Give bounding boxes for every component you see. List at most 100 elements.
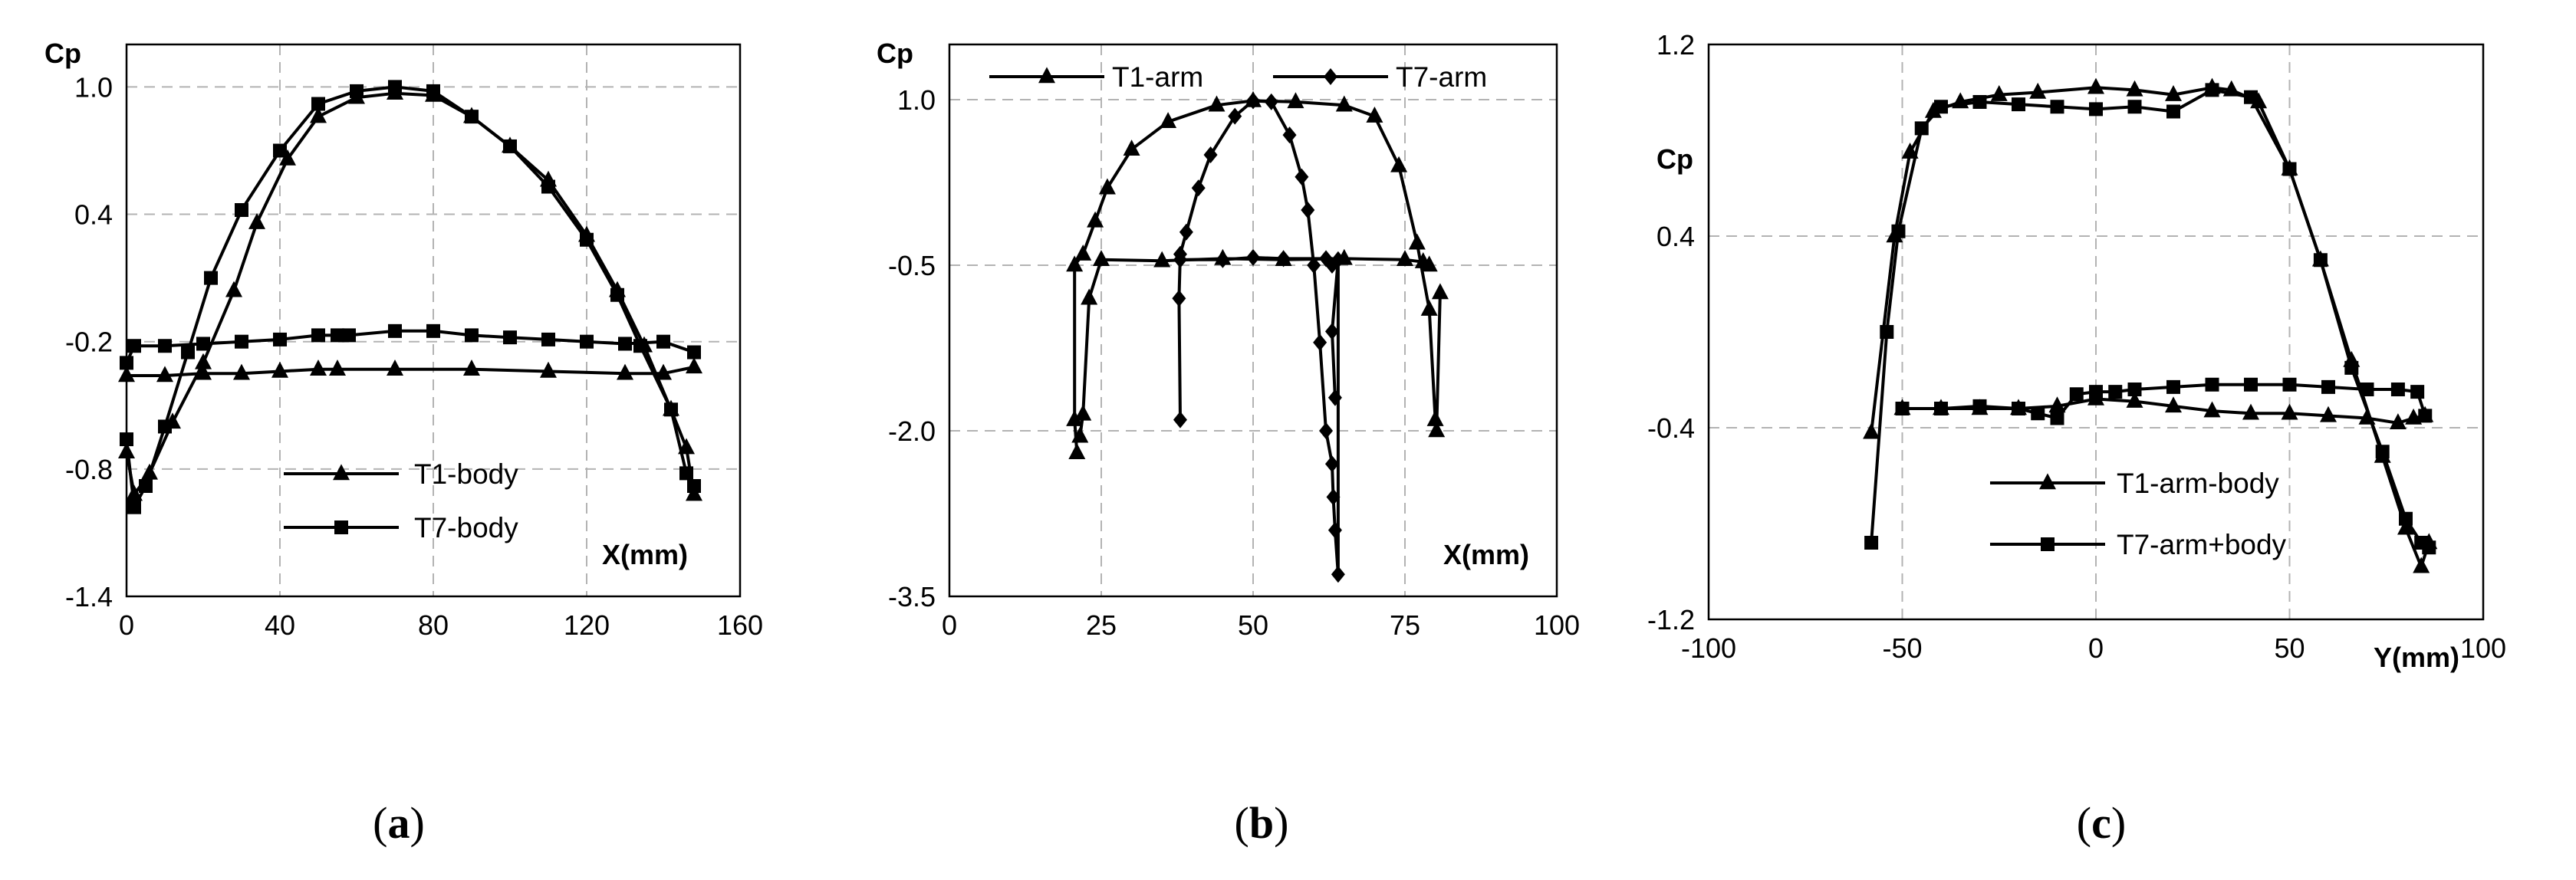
series-line <box>1078 257 1430 437</box>
data-point <box>503 139 517 153</box>
data-point <box>2242 403 2259 420</box>
data-point <box>2413 557 2430 573</box>
legend-marker <box>1038 67 1055 84</box>
data-point <box>1301 202 1315 218</box>
data-point <box>2282 377 2297 392</box>
series-line <box>125 85 696 509</box>
data-point <box>2390 383 2405 396</box>
x-tick-label: 100 <box>2460 632 2506 664</box>
data-point <box>118 366 135 383</box>
data-point <box>1246 248 1260 266</box>
panel-caption: (a) <box>373 798 425 848</box>
data-point <box>2089 102 2103 117</box>
x-tick-label: 160 <box>717 609 763 641</box>
panel-caption: (b) <box>1235 798 1289 848</box>
data-point <box>541 179 555 194</box>
x-tick-label: 0 <box>2088 632 2104 664</box>
data-point <box>139 479 153 493</box>
data-point <box>2126 80 2143 97</box>
data-point <box>1990 84 2008 101</box>
data-point <box>687 345 701 360</box>
data-point <box>311 97 325 111</box>
data-point <box>2375 445 2390 459</box>
data-point <box>1864 536 1879 550</box>
data-point <box>1331 566 1345 583</box>
data-point <box>1093 250 1110 267</box>
data-point <box>1420 255 1438 272</box>
data-point <box>2108 385 2123 399</box>
data-point <box>1173 251 1187 268</box>
data-point <box>310 107 327 123</box>
data-point <box>158 339 172 353</box>
data-point <box>2281 403 2298 420</box>
data-point <box>1066 409 1084 426</box>
data-point <box>1264 93 1278 110</box>
legend: T1-arm-body T7-arm+body <box>1990 468 2287 560</box>
data-point <box>633 339 647 353</box>
data-point <box>1972 95 1987 109</box>
data-point <box>1891 224 1906 238</box>
data-point <box>2205 83 2219 97</box>
data-point <box>158 419 172 434</box>
data-point <box>687 479 701 493</box>
x-tick-label: 40 <box>265 609 295 641</box>
data-point <box>2127 100 2142 114</box>
data-point <box>2166 379 2180 394</box>
y-tick-label: -0.8 <box>65 454 113 485</box>
data-point <box>1068 443 1086 460</box>
data-point <box>679 466 693 481</box>
data-point <box>1160 112 1177 129</box>
data-point <box>350 84 364 98</box>
series-T7-body <box>120 80 701 514</box>
x-tick-label: 25 <box>1086 609 1117 641</box>
data-point <box>656 334 670 349</box>
data-point <box>127 500 141 514</box>
data-point <box>1895 402 1910 415</box>
y-tick-label: -0.2 <box>65 327 113 358</box>
data-point <box>2087 77 2104 94</box>
data-point <box>388 323 402 338</box>
chart-b: 0 25 50 75 100 -3.5 -2.0 -0.5 1.0 Cp X(mm) T1-arm T7… <box>877 38 1580 848</box>
chart-a: 0 40 80 120 160 -1.4 -0.8 -0.2 0.4 1.0Cp X(mm) T1-b… <box>44 38 763 848</box>
y-tick-label: -1.4 <box>65 581 113 612</box>
data-point <box>1880 325 1894 339</box>
data-point <box>2282 162 2297 176</box>
data-point <box>1203 146 1218 163</box>
data-point <box>664 402 678 417</box>
legend-label: T7-body <box>414 512 518 543</box>
data-point <box>1327 521 1342 539</box>
series-line <box>127 365 695 377</box>
data-point <box>233 363 250 380</box>
data-point <box>1326 488 1341 506</box>
data-point <box>2165 396 2182 413</box>
y-axis-label: Cp <box>44 38 81 69</box>
data-point <box>156 366 173 383</box>
data-point <box>686 357 702 374</box>
data-point <box>1934 402 1948 415</box>
data-point <box>2320 406 2337 422</box>
data-point <box>610 287 624 302</box>
data-point <box>1098 178 1116 195</box>
legend-marker <box>1324 68 1337 85</box>
data-point <box>387 360 403 376</box>
data-point <box>2127 383 2142 396</box>
data-point <box>273 332 287 346</box>
data-point <box>1295 168 1309 186</box>
data-point <box>503 330 517 345</box>
data-point <box>271 361 288 378</box>
data-point <box>540 361 557 378</box>
data-point <box>2029 82 2047 99</box>
data-point <box>329 360 346 376</box>
x-tick-label: 80 <box>418 609 449 641</box>
data-point <box>1179 223 1193 241</box>
data-point <box>248 212 265 229</box>
data-point <box>1319 422 1334 439</box>
x-tick-label: 50 <box>2274 632 2305 664</box>
data-point <box>273 143 287 158</box>
data-point <box>2344 360 2359 375</box>
data-point <box>342 328 356 343</box>
data-point <box>1172 290 1186 307</box>
data-point <box>1366 106 1383 123</box>
plot-frame <box>948 43 1558 598</box>
y-tick-label: 1.2 <box>1656 29 1695 61</box>
